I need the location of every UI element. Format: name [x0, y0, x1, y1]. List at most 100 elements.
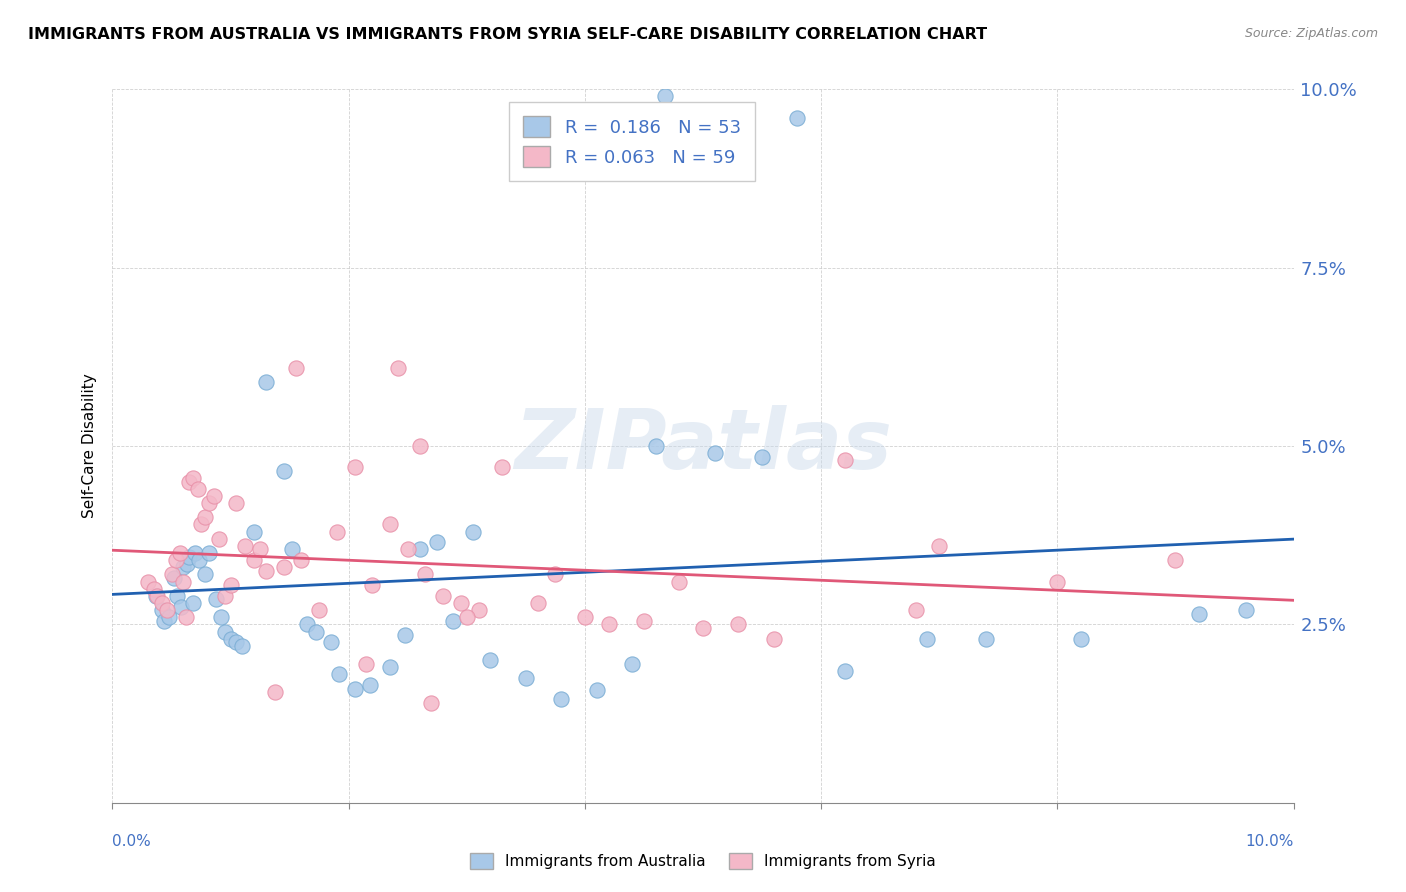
Point	[219, 578, 242, 592]
Point	[834, 453, 856, 467]
Point	[254, 564, 277, 578]
Point	[654, 89, 676, 103]
Point	[156, 603, 179, 617]
Point	[136, 574, 159, 589]
Point	[343, 460, 366, 475]
Point	[145, 589, 167, 603]
Point	[198, 496, 221, 510]
Point	[233, 539, 256, 553]
Point	[450, 596, 472, 610]
Point	[1164, 553, 1187, 567]
Point	[297, 617, 319, 632]
Point	[166, 589, 188, 603]
Point	[165, 553, 187, 567]
Point	[621, 657, 644, 671]
Point	[1046, 574, 1069, 589]
Point	[441, 614, 464, 628]
Point	[208, 532, 231, 546]
Point	[290, 553, 312, 567]
Point	[834, 664, 856, 678]
Point	[328, 667, 350, 681]
Point	[194, 510, 217, 524]
Point	[179, 475, 201, 489]
Point	[550, 692, 572, 706]
Point	[150, 596, 173, 610]
Point	[219, 632, 242, 646]
Point	[479, 653, 502, 667]
Point	[142, 582, 165, 596]
Point	[928, 539, 950, 553]
Point	[163, 571, 186, 585]
Point	[181, 596, 204, 610]
Point	[361, 578, 384, 592]
Point	[150, 603, 173, 617]
Point	[904, 603, 927, 617]
Point	[209, 610, 232, 624]
Point	[169, 546, 191, 560]
Point	[179, 549, 201, 564]
Point	[214, 624, 236, 639]
Text: IMMIGRANTS FROM AUSTRALIA VS IMMIGRANTS FROM SYRIA SELF-CARE DISABILITY CORRELAT: IMMIGRANTS FROM AUSTRALIA VS IMMIGRANTS …	[28, 27, 987, 42]
Point	[426, 535, 449, 549]
Point	[284, 360, 307, 375]
Text: 10.0%: 10.0%	[1246, 834, 1294, 849]
Point	[343, 681, 366, 696]
Point	[205, 592, 228, 607]
Point	[396, 542, 419, 557]
Point	[408, 439, 430, 453]
Point	[703, 446, 725, 460]
Point	[461, 524, 484, 539]
Point	[225, 496, 247, 510]
Point	[1070, 632, 1092, 646]
Point	[326, 524, 349, 539]
Point	[356, 657, 378, 671]
Point	[917, 632, 939, 646]
Point	[319, 635, 342, 649]
Point	[249, 542, 271, 557]
Point	[202, 489, 225, 503]
Point	[394, 628, 416, 642]
Point	[225, 635, 247, 649]
Point	[190, 517, 212, 532]
Point	[174, 610, 197, 624]
Point	[544, 567, 567, 582]
Point	[172, 560, 194, 574]
Point	[214, 589, 236, 603]
Point	[456, 610, 478, 624]
Point	[153, 614, 176, 628]
Point	[432, 589, 454, 603]
Point	[273, 464, 295, 478]
Point	[186, 482, 208, 496]
Point	[281, 542, 304, 557]
Point	[254, 375, 277, 389]
Point	[751, 450, 773, 464]
Point	[273, 560, 295, 574]
Text: Source: ZipAtlas.com: Source: ZipAtlas.com	[1244, 27, 1378, 40]
Point	[157, 610, 180, 624]
Point	[243, 553, 266, 567]
Point	[408, 542, 430, 557]
Point	[231, 639, 253, 653]
Text: ZIPatlas: ZIPatlas	[515, 406, 891, 486]
Point	[378, 517, 401, 532]
Point	[184, 546, 207, 560]
Point	[387, 360, 409, 375]
Point	[194, 567, 217, 582]
Text: 0.0%: 0.0%	[112, 834, 152, 849]
Point	[692, 621, 714, 635]
Point	[491, 460, 513, 475]
Point	[243, 524, 266, 539]
Point	[598, 617, 620, 632]
Point	[515, 671, 537, 685]
Point	[467, 603, 489, 617]
Point	[644, 439, 666, 453]
Point	[160, 567, 183, 582]
Point	[668, 574, 690, 589]
Point	[146, 589, 169, 603]
Point	[198, 546, 221, 560]
Point	[415, 567, 437, 582]
Point	[585, 683, 607, 698]
Y-axis label: Self-Care Disability: Self-Care Disability	[82, 374, 97, 518]
Point	[976, 632, 998, 646]
Point	[420, 696, 443, 710]
